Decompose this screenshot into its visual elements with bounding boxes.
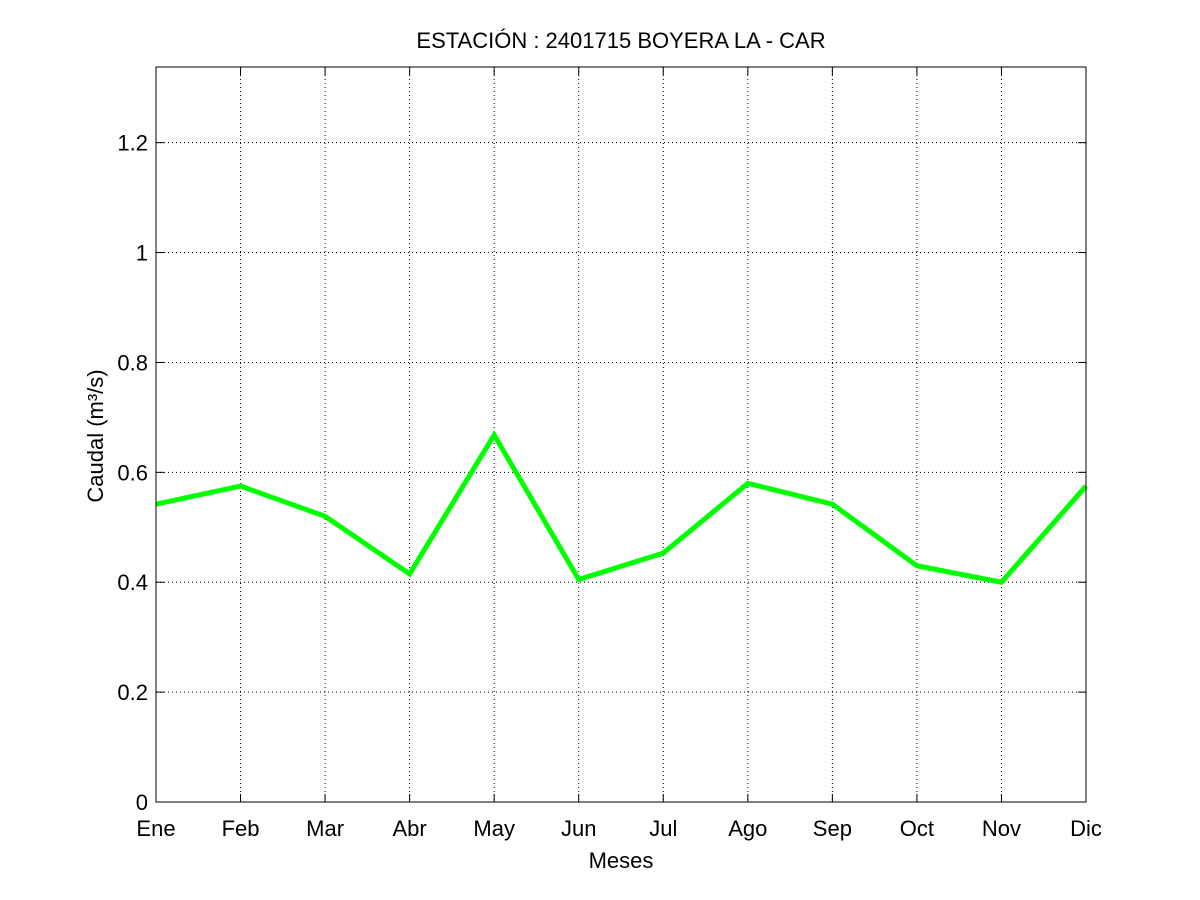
x-axis-label: Meses: [589, 848, 654, 873]
ticks-layer: [155, 67, 1087, 803]
y-tick-label: 0.2: [117, 680, 148, 705]
y-tick-label: 0.4: [117, 570, 148, 595]
x-tick-label: Dic: [1070, 816, 1102, 841]
y-axis-label: Caudal (m³/s): [83, 369, 108, 502]
x-tick-label: May: [473, 816, 515, 841]
x-tick-label: Mar: [306, 816, 344, 841]
y-tick-label: 0.6: [117, 460, 148, 485]
x-tick-label: Abr: [393, 816, 427, 841]
x-tick-label: Nov: [982, 816, 1021, 841]
series-line: [155, 430, 1088, 585]
x-tick-label: Jun: [561, 816, 596, 841]
x-tick-label: Ago: [728, 816, 767, 841]
plot-area: [156, 67, 1086, 802]
plot-frame: [155, 66, 1087, 803]
x-tick-label: Sep: [813, 816, 852, 841]
y-tick-label: 1.2: [117, 131, 148, 156]
x-tick-label: Feb: [222, 816, 260, 841]
x-tick-label: Jul: [649, 816, 677, 841]
x-tick-label: Oct: [900, 816, 934, 841]
y-tick-label: 0: [136, 790, 148, 815]
y-tick-label: 1: [136, 241, 148, 266]
x-tick-label: Ene: [136, 816, 175, 841]
grid-layer: [156, 67, 1086, 802]
chart-title: ESTACIÓN : 2401715 BOYERA LA - CAR: [416, 28, 825, 53]
labels-layer: Ene Feb Mar Abr May Jun Jul Ago Sep Oct Nov Dic 0 0.2…: [117, 131, 1101, 841]
y-tick-label: 0.8: [117, 350, 148, 375]
series-layer: [155, 430, 1088, 585]
